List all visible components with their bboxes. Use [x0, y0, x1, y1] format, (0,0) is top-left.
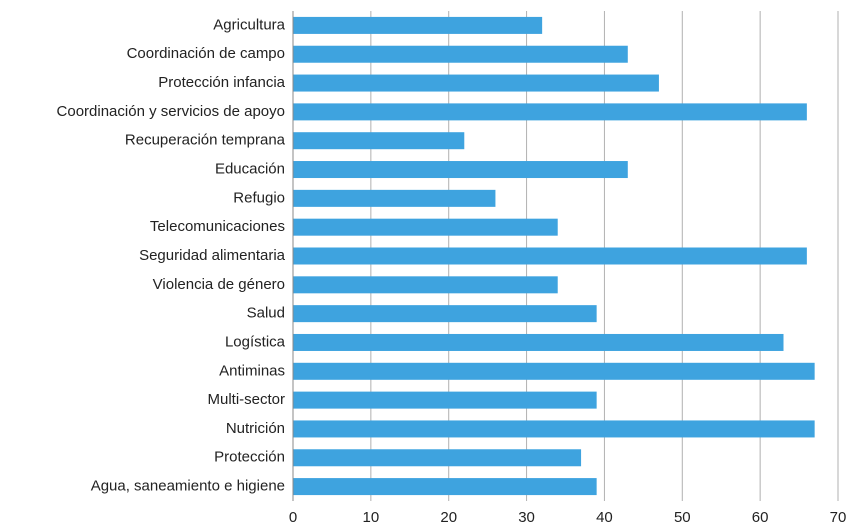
y-tick-label: Multi-sector — [207, 391, 285, 408]
x-tick-label: 70 — [830, 509, 847, 526]
y-tick-label: Refugio — [233, 189, 285, 206]
y-tick-label: Coordinación de campo — [127, 45, 285, 62]
bar — [293, 103, 807, 121]
x-tick-label: 10 — [363, 509, 380, 526]
bar — [293, 362, 815, 380]
bar — [293, 132, 465, 150]
bar — [293, 189, 496, 207]
bar — [293, 276, 558, 294]
y-tick-label: Seguridad alimentaria — [139, 247, 286, 264]
bar — [293, 16, 543, 34]
bar — [293, 161, 628, 179]
x-tick-label: 0 — [289, 509, 297, 526]
y-tick-label: Protección infancia — [158, 74, 285, 91]
bar — [293, 45, 628, 63]
bar — [293, 74, 659, 92]
y-tick-label: Agua, saneamiento e higiene — [91, 478, 285, 495]
bar — [293, 391, 597, 409]
bar — [293, 478, 597, 496]
y-tick-label: Telecomunicaciones — [150, 218, 285, 235]
bar — [293, 305, 597, 323]
y-tick-label: Protección — [214, 449, 285, 466]
x-tick-label: 50 — [674, 509, 691, 526]
x-tick-label: 30 — [518, 509, 535, 526]
y-tick-label: Agricultura — [213, 16, 285, 33]
bar — [293, 449, 582, 467]
x-tick-label: 60 — [752, 509, 769, 526]
bar — [293, 420, 815, 438]
y-tick-label: Antiminas — [219, 362, 285, 379]
bar — [293, 218, 558, 236]
y-tick-label: Violencia de género — [153, 276, 285, 293]
bar — [293, 247, 807, 265]
y-tick-label: Recuperación temprana — [125, 132, 286, 149]
x-tick-label: 20 — [440, 509, 457, 526]
y-tick-label: Logística — [225, 333, 286, 350]
y-tick-label: Salud — [247, 305, 285, 322]
bar — [293, 333, 784, 351]
y-tick-label: Nutrición — [226, 420, 285, 437]
y-tick-label: Coordinación y servicios de apoyo — [57, 103, 285, 120]
x-tick-label: 40 — [596, 509, 613, 526]
y-tick-label: Educación — [215, 160, 285, 177]
